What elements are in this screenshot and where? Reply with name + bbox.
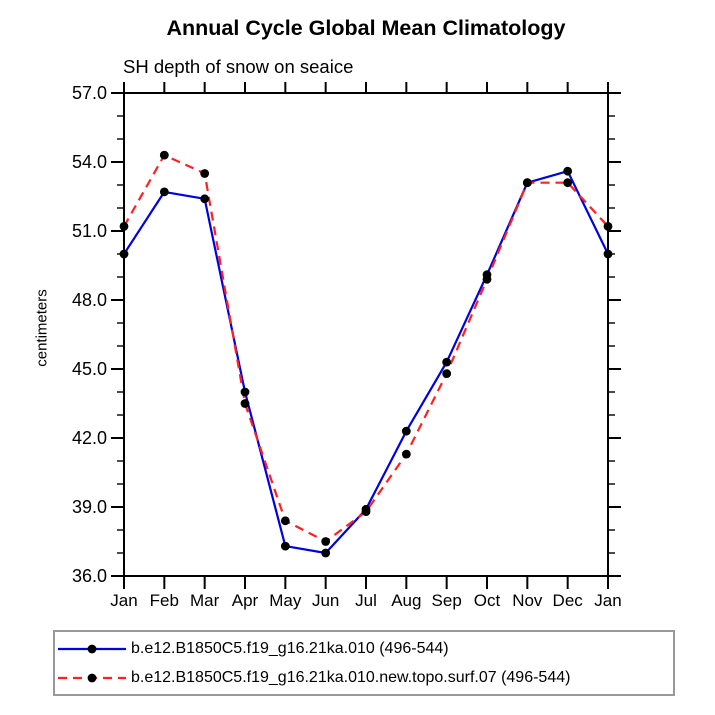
y-tick-label: 51.0	[72, 221, 107, 241]
data-point-0	[200, 194, 210, 204]
legend-line-swatch-dashed	[58, 673, 126, 682]
data-point-1	[563, 178, 573, 188]
data-point-1	[280, 516, 290, 526]
x-tick-label: Oct	[474, 591, 501, 610]
legend-label: b.e12.B1850C5.f19_g16.21ka.010.new.topo.…	[131, 668, 571, 686]
data-point-1	[240, 399, 250, 408]
data-point-1	[442, 369, 452, 378]
y-tick-label: 57.0	[72, 83, 107, 103]
x-tick-label: Jan	[594, 591, 621, 610]
data-point-0	[563, 166, 573, 176]
series-line-0	[123, 170, 609, 555]
y-tick-label: 45.0	[72, 359, 107, 379]
data-point-1	[482, 274, 492, 284]
legend-box: b.e12.B1850C5.f19_g16.21ka.010 (496-544)…	[53, 630, 675, 696]
chart-subtitle: SH depth of snow on seaice	[123, 56, 354, 77]
x-tick-label: Mar	[190, 591, 220, 610]
y-tick-label: 42.0	[72, 428, 107, 448]
x-tick-label: Jun	[312, 591, 339, 610]
x-tick-label: Jul	[355, 591, 377, 610]
data-point-0	[240, 387, 250, 397]
data-point-0	[442, 357, 452, 367]
data-point-1	[603, 222, 613, 231]
legend-line-swatch-solid	[58, 644, 126, 653]
data-point-1	[361, 507, 371, 516]
x-tick-label: Apr	[232, 591, 259, 610]
y-tick-label: 54.0	[72, 152, 107, 172]
data-point-0	[603, 249, 613, 259]
plot-frame	[123, 92, 609, 577]
plot-area: Jan Feb Mar Apr May Jun Jul Aug Sep Oct Nov Dec Jan3…	[72, 82, 622, 610]
data-point-1	[321, 537, 331, 546]
data-point-0	[280, 541, 290, 551]
data-point-0	[159, 187, 169, 197]
legend-marker-icon	[87, 673, 97, 682]
series-line-1	[123, 154, 609, 543]
x-tick-label: May	[269, 591, 302, 610]
legend-marker-icon	[87, 644, 97, 653]
data-point-0	[401, 426, 411, 436]
data-point-1	[119, 222, 129, 231]
legend-item: b.e12.B1850C5.f19_g16.21ka.010 (496-544)	[55, 634, 673, 663]
data-point-1	[159, 150, 169, 160]
legend-label: b.e12.B1850C5.f19_g16.21ka.010 (496-544)	[131, 639, 449, 657]
x-tick-label: Jan	[110, 591, 137, 610]
x-tick-label: Aug	[391, 591, 421, 610]
chart-title: Annual Cycle Global Mean Climatology	[166, 16, 566, 40]
data-point-1	[401, 449, 411, 459]
data-point-1	[200, 169, 210, 178]
x-tick-label: Feb	[150, 591, 179, 610]
x-tick-label: Sep	[432, 591, 462, 610]
y-tick-label: 36.0	[72, 566, 107, 586]
legend-item: b.e12.B1850C5.f19_g16.21ka.010.new.topo.…	[55, 663, 673, 692]
y-tick-label: 48.0	[72, 290, 107, 310]
data-point-1	[522, 178, 532, 188]
data-point-0	[119, 249, 129, 259]
x-tick-label: Nov	[512, 591, 543, 610]
y-tick-label: 39.0	[72, 497, 107, 517]
x-tick-label: Dec	[553, 591, 584, 610]
data-point-0	[321, 548, 331, 558]
